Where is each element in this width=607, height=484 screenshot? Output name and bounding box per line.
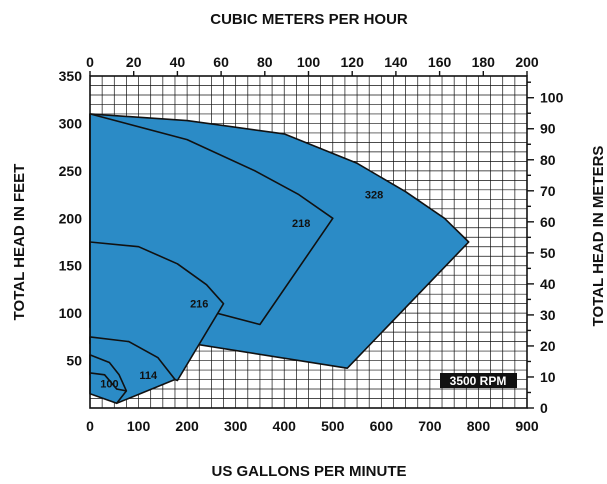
x-tick-label: 400 (273, 418, 297, 434)
right-tick-label: 10 (540, 369, 556, 385)
right-tick-label: 70 (540, 183, 556, 199)
right-tick-label: 90 (540, 121, 556, 137)
x-tick-label: 700 (418, 418, 442, 434)
y-tick-label: 100 (59, 305, 83, 321)
x-tick-label: 200 (175, 418, 199, 434)
curve-label-114: 114 (139, 370, 158, 382)
top-tick-label: 200 (515, 54, 539, 70)
top-tick-label: 80 (257, 54, 273, 70)
right-tick-label: 30 (540, 307, 556, 323)
curve-label-216: 216 (190, 299, 208, 311)
speed-badge-box (440, 373, 517, 388)
top-tick-label: 40 (170, 54, 186, 70)
curve-regions (89, 113, 470, 405)
top-tick-label: 20 (126, 54, 142, 70)
x-axis-title: US GALLONS PER MINUTE (211, 463, 406, 480)
y-tick-label: 350 (59, 68, 83, 84)
y-tick-label: 50 (66, 353, 82, 369)
right-tick-label: 40 (540, 276, 556, 292)
x-tick-label: 0 (86, 418, 94, 434)
right-tick-label: 60 (540, 214, 556, 230)
x-tick-label: 100 (127, 418, 151, 434)
speed-badge-label: 3500 RPM (450, 374, 507, 388)
inner-arc-0 (89, 372, 127, 392)
right-tick-label: 100 (540, 90, 564, 106)
y-tick-label: 200 (59, 210, 83, 226)
curve-arcs (89, 372, 127, 392)
top-tick-label: 140 (384, 54, 408, 70)
right-tick-label: 50 (540, 245, 556, 261)
top-tick-label: 60 (213, 54, 229, 70)
y-tick-label: 300 (59, 115, 83, 131)
top-tick-label: 180 (472, 54, 496, 70)
x-tick-label: 300 (224, 418, 248, 434)
speed-badge: 3500 RPM (440, 373, 517, 388)
top-axis-title: CUBIC METERS PER HOUR (210, 11, 408, 28)
top-tick-label: 120 (341, 54, 365, 70)
curve-label-218: 218 (292, 218, 310, 230)
top-tick-label: 160 (428, 54, 452, 70)
y-axis-title: TOTAL HEAD IN FEET (11, 164, 28, 321)
x-tick-label: 900 (515, 418, 539, 434)
top-tick-label: 100 (297, 54, 321, 70)
x-tick-label: 800 (467, 418, 491, 434)
right-axis-title: TOTAL HEAD IN METERS (590, 146, 607, 327)
y-tick-label: 250 (59, 163, 83, 179)
curve-labels: 328 218 216 114 100 (100, 190, 383, 391)
right-tick-label: 0 (540, 400, 548, 416)
x-tick-label: 500 (321, 418, 345, 434)
y-tick-label: 150 (59, 258, 83, 274)
right-tick-label: 80 (540, 152, 556, 168)
curve-label-328: 328 (365, 190, 383, 202)
top-tick-label: 0 (86, 54, 94, 70)
x-tick-label: 600 (370, 418, 394, 434)
right-tick-label: 20 (540, 338, 556, 354)
curve-label-100: 100 (100, 378, 118, 390)
